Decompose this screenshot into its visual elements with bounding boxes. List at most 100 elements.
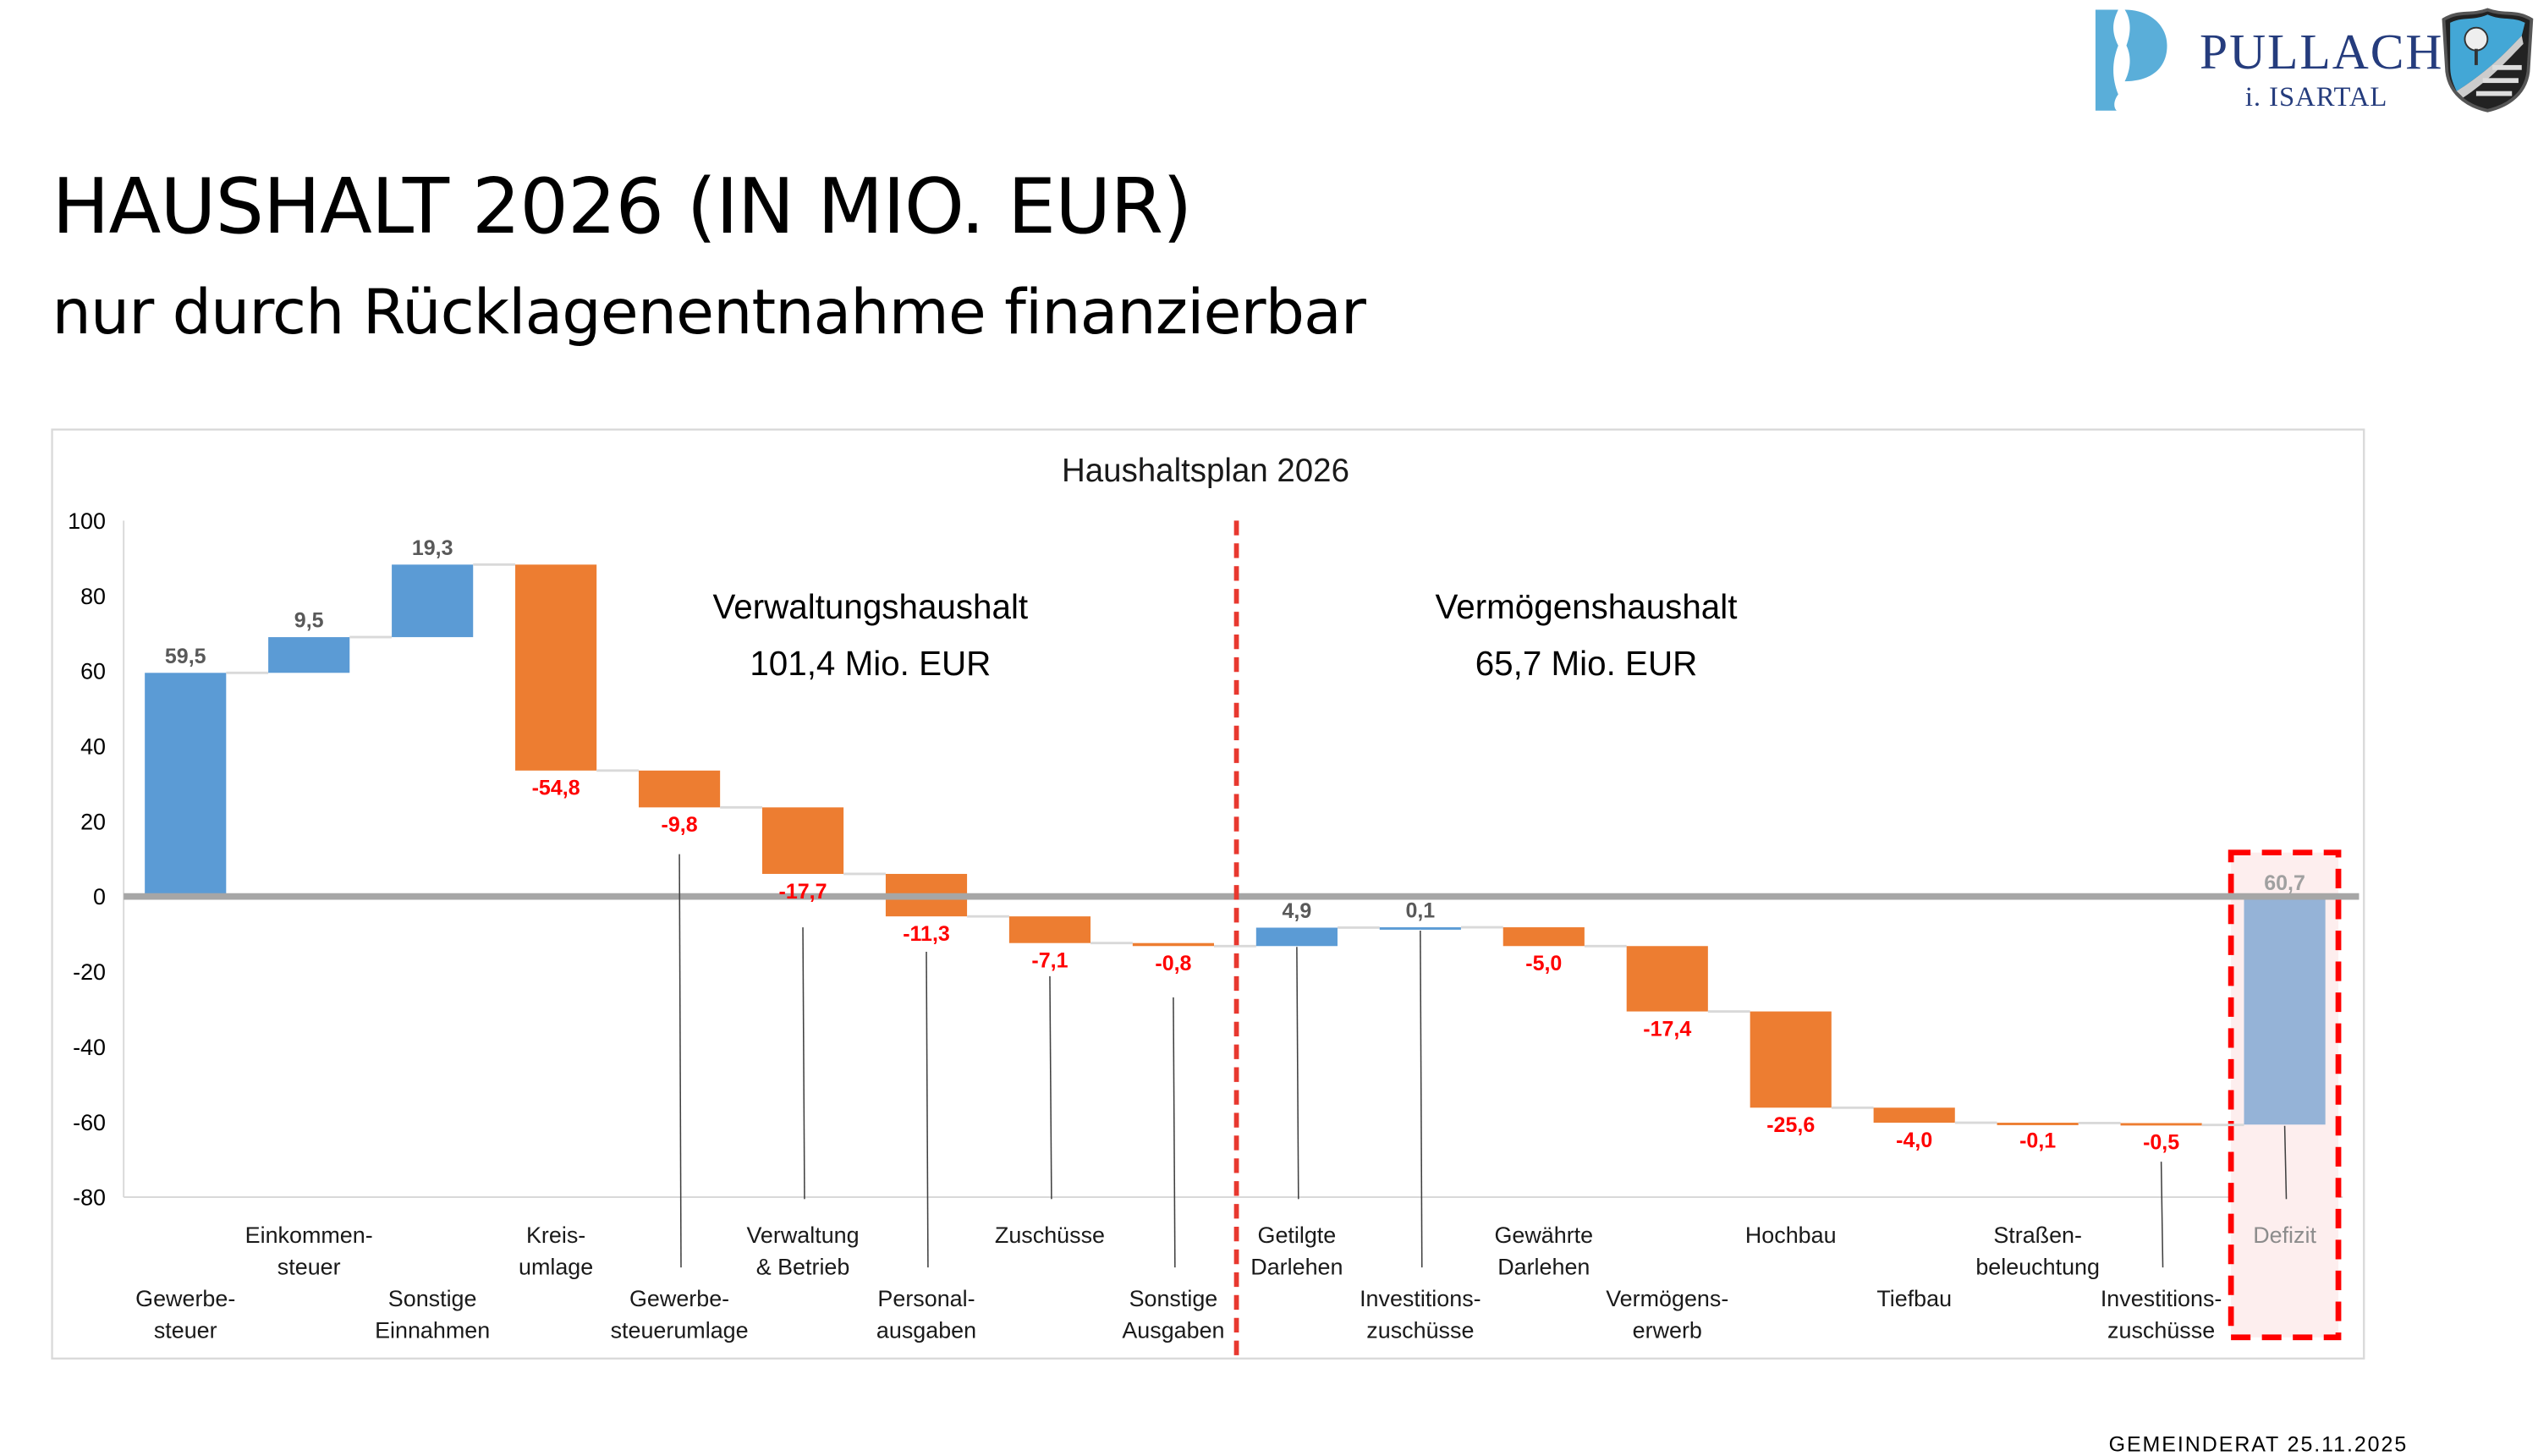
footer-date: GEMEINDERAT 25.11.2025 — [2108, 1431, 2409, 1456]
category-label: steuerumlage — [611, 1318, 749, 1343]
category-label: Personal- — [877, 1286, 975, 1311]
page-title: HAUSHALT 2026 (IN MIO. EUR) — [52, 162, 1193, 253]
bar — [1750, 1011, 1832, 1108]
category-label: Straßen- — [1993, 1222, 2082, 1248]
category-label: Getilgte — [1258, 1222, 1337, 1248]
bar — [639, 770, 721, 808]
y-tick-label: 80 — [80, 584, 106, 609]
leader-line — [1296, 947, 1299, 1200]
category-label: & Betrieb — [756, 1255, 850, 1280]
bar — [2120, 1123, 2202, 1126]
y-tick-label: 60 — [80, 659, 106, 684]
leader-line — [802, 927, 805, 1200]
category-label: Gewerbe- — [629, 1286, 729, 1311]
category-label: Gewährte — [1494, 1222, 1593, 1248]
category-label: steuer — [154, 1318, 217, 1343]
category-label: Verwaltung — [746, 1222, 859, 1248]
data-label: -11,3 — [903, 922, 950, 946]
bar — [1255, 927, 1338, 947]
data-label: 4,9 — [1283, 899, 1312, 923]
category-label: umlage — [519, 1255, 593, 1280]
bar — [1502, 927, 1585, 947]
leader-line — [926, 951, 929, 1268]
data-label: 59,5 — [165, 645, 206, 668]
data-label: -54,8 — [532, 777, 580, 800]
category-label: Tiefbau — [1876, 1286, 1952, 1311]
bar — [1132, 942, 1215, 947]
pullach-p-logo-icon — [2095, 9, 2167, 111]
data-label: 0,1 — [1405, 899, 1435, 923]
data-label: 60,7 — [2264, 871, 2305, 895]
category-label: Sonstige — [388, 1286, 477, 1311]
data-label: -4,0 — [1896, 1129, 1932, 1152]
chart-title: Haushaltsplan 2026 — [1062, 453, 1349, 489]
category-label: erwerb — [1633, 1318, 1702, 1343]
logo-subname: i. ISARTAL — [2244, 81, 2388, 113]
y-tick-label: -60 — [73, 1110, 106, 1135]
category-label: Hochbau — [1745, 1222, 1837, 1248]
category-label: Ausgaben — [1122, 1318, 1224, 1343]
logo-name: PULLACH — [2200, 22, 2444, 80]
leader-line — [1173, 997, 1176, 1268]
category-label: Investitions- — [1360, 1286, 1481, 1311]
y-tick-label: 40 — [80, 734, 106, 760]
category-label: steuer — [277, 1255, 341, 1280]
bar — [145, 673, 227, 897]
leader-line — [678, 854, 682, 1268]
category-label: Darlehen — [1497, 1255, 1590, 1280]
bar — [1008, 916, 1091, 943]
bar — [2244, 896, 2326, 1125]
category-label: beleuchtung — [1975, 1255, 2100, 1280]
y-tick-label: -80 — [73, 1185, 106, 1211]
y-tick-label: 100 — [68, 508, 106, 534]
pullach-logo: PULLACH i. ISARTAL — [2092, 7, 2538, 118]
data-label: -0,5 — [2143, 1131, 2179, 1155]
bar — [515, 564, 597, 771]
section-title-verwaltung: Verwaltungshaushalt — [713, 587, 1029, 626]
y-tick-label: -40 — [73, 1035, 106, 1060]
data-label: -9,8 — [662, 813, 698, 837]
leader-line — [2283, 1125, 2288, 1200]
bar — [1379, 927, 1461, 930]
data-label: -0,1 — [2019, 1129, 2056, 1152]
coat-of-arms-icon — [2442, 8, 2534, 113]
data-label: -25,6 — [1766, 1113, 1815, 1137]
data-label: -17,4 — [1643, 1017, 1691, 1041]
bar — [1997, 1123, 2079, 1125]
category-label: Einnahmen — [375, 1318, 490, 1343]
data-label: -5,0 — [1525, 952, 1562, 975]
section-total-vermoegen: 65,7 Mio. EUR — [1475, 644, 1698, 683]
y-tick-label: 0 — [93, 884, 106, 909]
category-label: Gewerbe- — [135, 1286, 235, 1311]
category-label: zuschüsse — [2107, 1318, 2215, 1343]
category-label: Darlehen — [1250, 1255, 1343, 1280]
category-label: Defizit — [2253, 1222, 2316, 1248]
leader-line — [2160, 1162, 2164, 1268]
bar — [1873, 1107, 1955, 1124]
category-label: Zuschüsse — [995, 1222, 1105, 1248]
leader-line — [1049, 975, 1052, 1200]
data-label: 19,3 — [412, 536, 453, 560]
data-label: -7,1 — [1031, 949, 1068, 973]
y-tick-label: -20 — [73, 959, 106, 985]
data-label: 9,5 — [294, 609, 324, 633]
bar — [392, 564, 474, 638]
y-tick-label: 20 — [80, 809, 106, 834]
section-total-verwaltung: 101,4 Mio. EUR — [750, 644, 991, 683]
bar — [268, 637, 350, 673]
category-label: zuschüsse — [1366, 1318, 1474, 1343]
category-label: Einkommen- — [245, 1222, 373, 1248]
leader-line — [1420, 930, 1423, 1268]
category-label: ausgaben — [876, 1318, 976, 1343]
data-label: -17,7 — [779, 880, 827, 904]
category-label: Sonstige — [1129, 1286, 1218, 1311]
bar — [1626, 946, 1708, 1012]
page-subtitle: nur durch Rücklagenentnahme finanzierbar — [52, 276, 1366, 349]
category-label: Kreis- — [526, 1222, 585, 1248]
bar — [761, 807, 844, 874]
category-label: Vermögens- — [1606, 1286, 1728, 1311]
section-title-vermoegen: Vermögenshaushalt — [1436, 587, 1738, 626]
category-label: Investitions- — [2101, 1286, 2222, 1311]
